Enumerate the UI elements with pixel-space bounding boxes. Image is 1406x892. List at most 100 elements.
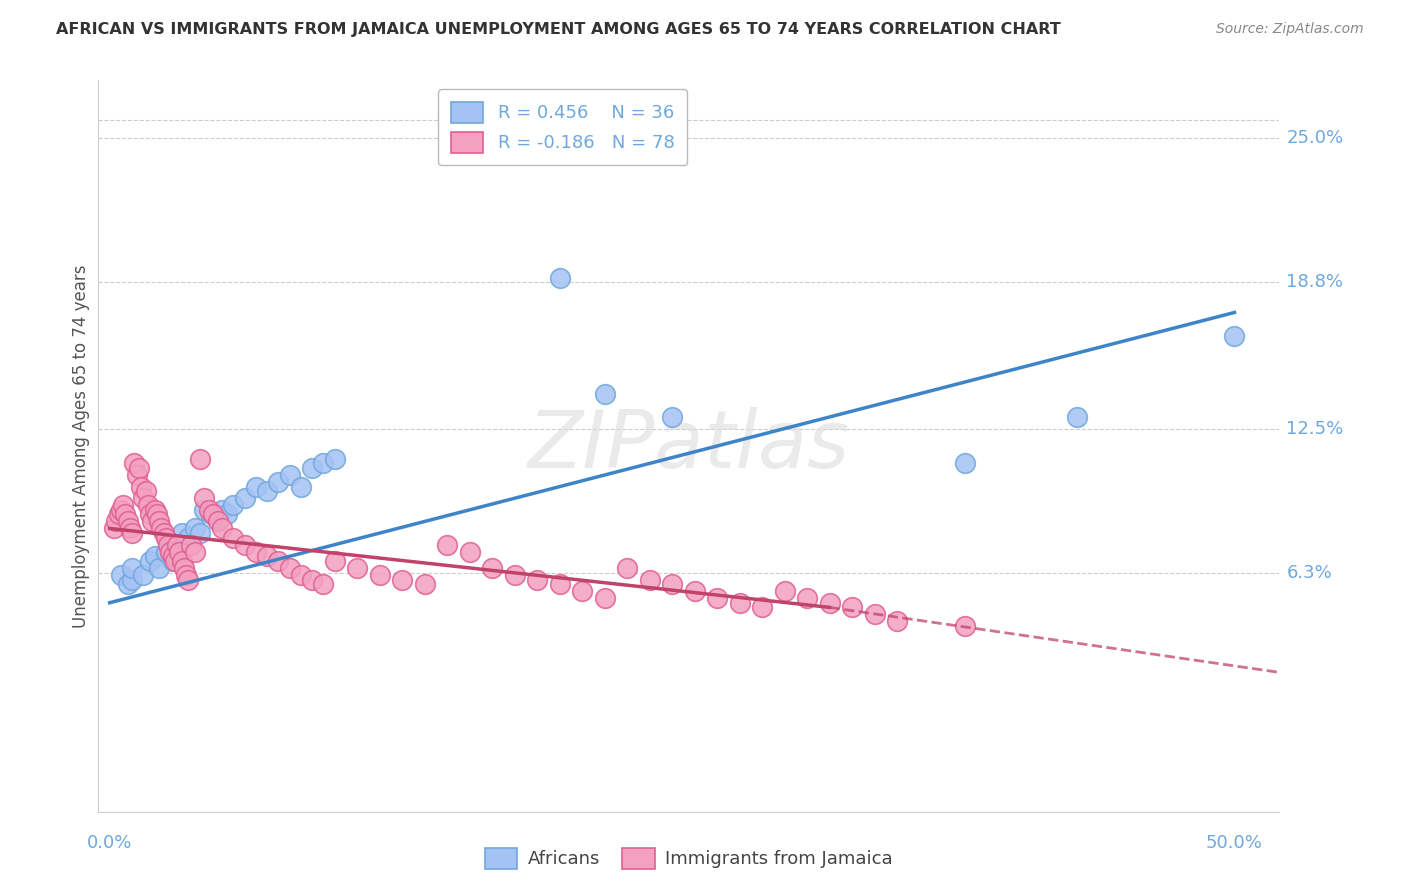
Point [616, 561, 638, 575]
Point [105, 515, 128, 529]
Point [174, 567, 197, 582]
Point [177, 531, 200, 545]
Point [278, 468, 301, 483]
Point [163, 554, 186, 568]
Text: 25.0%: 25.0% [1286, 129, 1344, 147]
Point [173, 561, 195, 575]
Point [159, 544, 181, 558]
Point [751, 600, 773, 615]
Point [125, 468, 148, 483]
Point [661, 577, 683, 591]
Point [413, 577, 436, 591]
Point [139, 554, 162, 568]
Text: 6.3%: 6.3% [1286, 564, 1333, 582]
Point [146, 508, 169, 522]
Point [301, 573, 323, 587]
Text: 12.5%: 12.5% [1286, 419, 1344, 438]
Point [148, 515, 170, 529]
Point [112, 498, 135, 512]
Point [863, 607, 886, 622]
Point [953, 619, 976, 633]
Point [1223, 328, 1246, 343]
Point [169, 544, 191, 558]
Point [124, 457, 146, 471]
Text: 50.0%: 50.0% [1206, 834, 1263, 852]
Point [278, 561, 301, 575]
Point [368, 567, 391, 582]
Point [129, 480, 152, 494]
Point [103, 521, 125, 535]
Point [121, 561, 143, 575]
Point [571, 584, 593, 599]
Point [207, 515, 229, 529]
Point [706, 591, 728, 606]
Point [128, 461, 150, 475]
Point [135, 484, 157, 499]
Point [215, 508, 238, 522]
Point [155, 544, 177, 558]
Point [391, 573, 413, 587]
Point [1066, 409, 1088, 424]
Point [107, 508, 129, 522]
Point [132, 491, 155, 506]
Point [503, 567, 526, 582]
Point [200, 508, 222, 522]
Point [796, 591, 818, 606]
Point [193, 503, 215, 517]
Point [886, 615, 908, 629]
Point [166, 538, 188, 552]
Point [188, 451, 211, 466]
Point [110, 567, 132, 582]
Point [136, 498, 159, 512]
Point [197, 503, 219, 517]
Point [841, 600, 863, 615]
Point [132, 567, 155, 582]
Point [148, 561, 170, 575]
Point [312, 577, 335, 591]
Point [150, 521, 173, 535]
Point [121, 526, 143, 541]
Point [110, 503, 132, 517]
Point [170, 526, 193, 541]
Point [256, 484, 278, 499]
Point [114, 508, 136, 522]
Point [152, 526, 174, 541]
Text: 0.0%: 0.0% [87, 834, 132, 852]
Point [953, 457, 976, 471]
Point [184, 544, 207, 558]
Point [301, 461, 323, 475]
Point [188, 526, 211, 541]
Point [548, 577, 571, 591]
Text: Source: ZipAtlas.com: Source: ZipAtlas.com [1216, 22, 1364, 37]
Point [267, 554, 290, 568]
Point [211, 503, 233, 517]
Point [162, 549, 184, 564]
Point [256, 549, 278, 564]
Point [143, 549, 166, 564]
Point [202, 508, 225, 522]
Point [436, 538, 458, 552]
Text: 18.8%: 18.8% [1286, 273, 1344, 292]
Point [683, 584, 706, 599]
Point [548, 270, 571, 285]
Point [117, 515, 139, 529]
Point [481, 561, 503, 575]
Point [222, 498, 245, 512]
Point [141, 515, 163, 529]
Point [245, 480, 267, 494]
Text: ZIPatlas: ZIPatlas [527, 407, 851, 485]
Point [312, 457, 335, 471]
Point [118, 521, 141, 535]
Point [728, 596, 751, 610]
Point [117, 577, 139, 591]
Point [661, 409, 683, 424]
Point [143, 503, 166, 517]
Point [222, 531, 245, 545]
Point [638, 573, 661, 587]
Point [233, 538, 256, 552]
Point [170, 554, 193, 568]
Point [139, 508, 162, 522]
Point [207, 515, 229, 529]
Point [211, 521, 233, 535]
Point [162, 554, 184, 568]
